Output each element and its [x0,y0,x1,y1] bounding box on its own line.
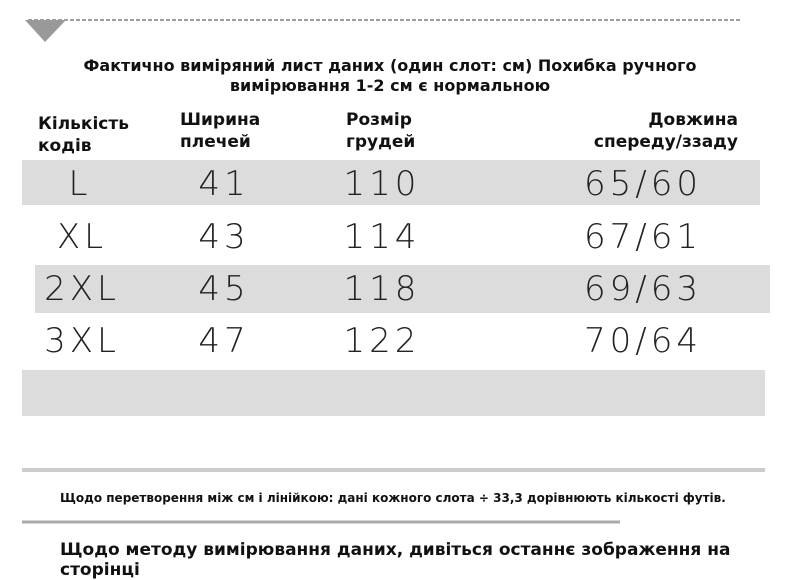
footer-note: Щодо методу вимірювання даних, дивіться … [60,540,731,580]
title-line: Фактично виміряний лист даних (один слот… [83,56,697,75]
triangle-icon [25,20,66,42]
table-cell: 118 [343,269,421,309]
column-header: кодів [38,136,92,156]
column-header: Розмір [346,110,412,130]
table-cell: 47 [198,321,250,361]
row-band [35,265,770,313]
table-cell: 110 [343,164,421,204]
column-header: Довжина [648,110,738,130]
table-cell: 65/60 [584,164,702,204]
table-cell: L [68,164,92,204]
title-line: вимірювання 1-2 см є нормальною [229,76,551,95]
table-cell: XL [56,217,108,257]
column-header: Ширина [180,110,261,130]
table-cell: 41 [198,164,250,204]
note: Щодо перетворення між см і лінійкою: дан… [60,491,726,505]
table-cell: 43 [198,217,250,257]
row-band [22,160,760,205]
column-header: Кількість [38,114,129,134]
table-cell: 45 [198,269,250,309]
table-cell: 67/61 [584,217,702,257]
column-header: плечей [180,132,251,152]
column-header: спереду/ззаду [593,132,738,152]
table-cell: 122 [343,321,421,361]
table-cell: 3XL [44,321,120,361]
column-header: грудей [346,132,416,152]
row-band [22,370,765,416]
table-cell: 2XL [44,269,120,309]
table-cell: 70/64 [584,321,702,361]
table-cell: 114 [343,217,421,257]
table-cell: 69/63 [584,269,702,309]
